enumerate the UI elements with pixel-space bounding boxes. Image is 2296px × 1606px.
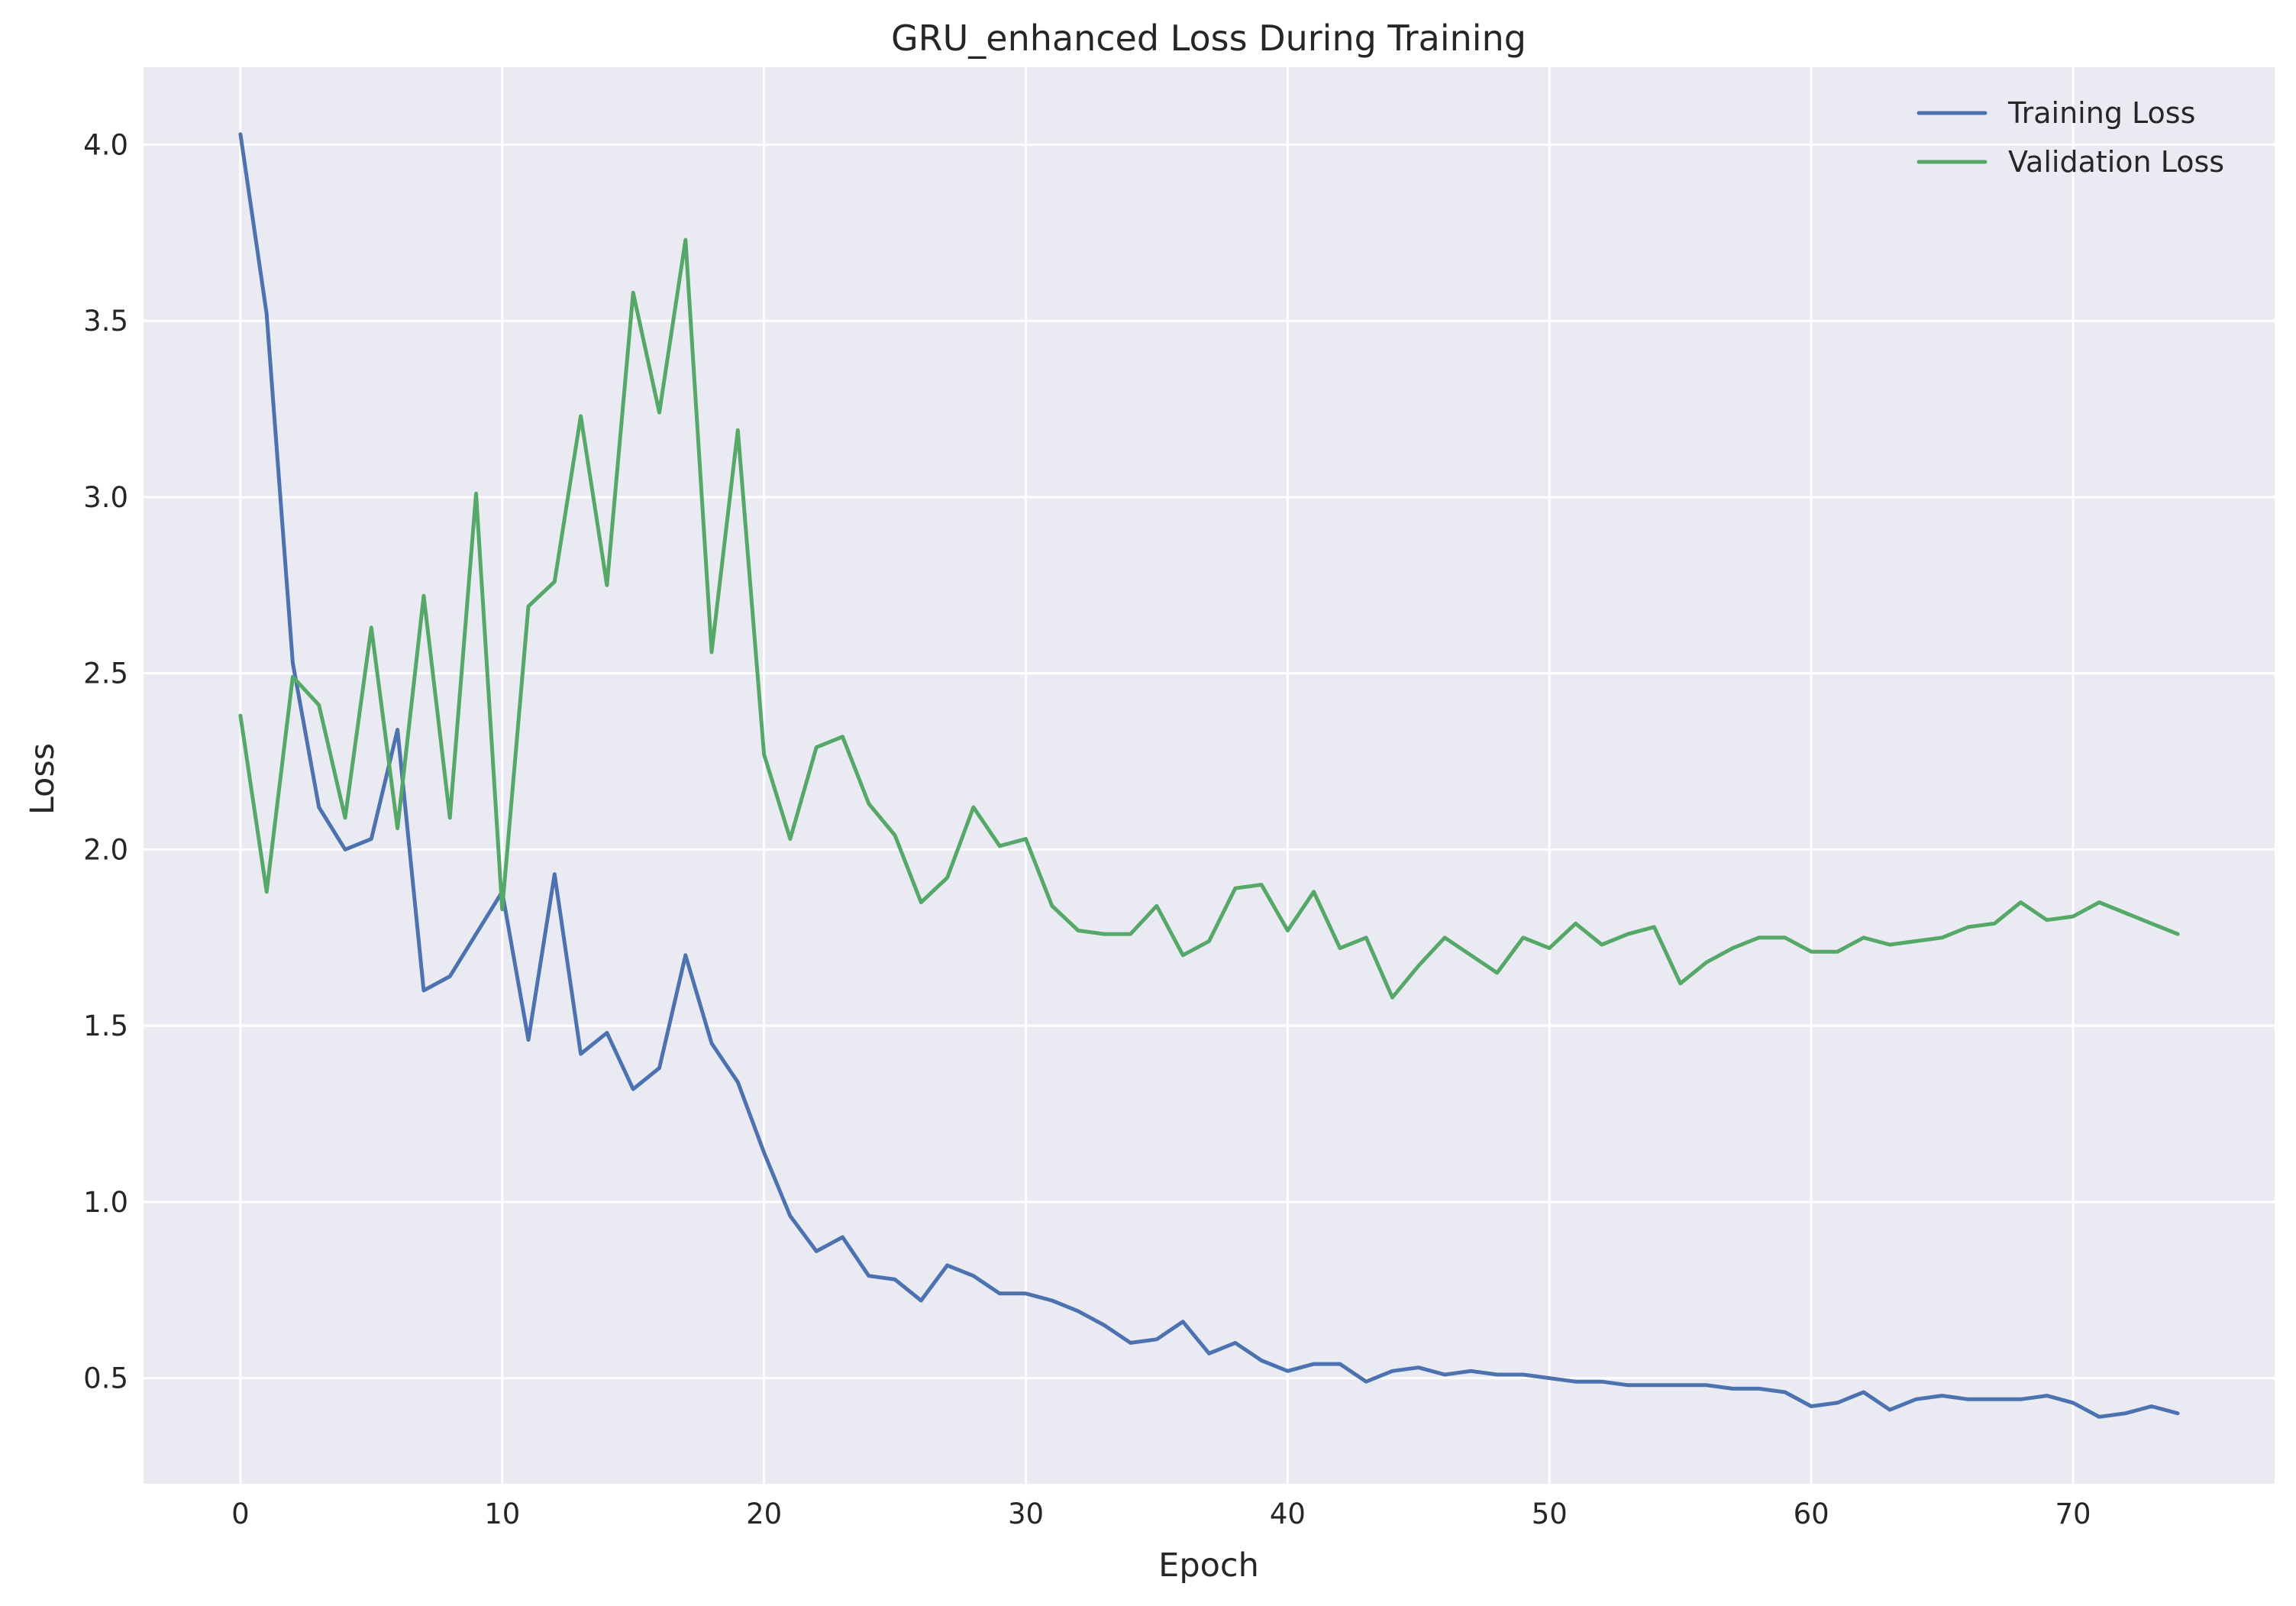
chart-title: GRU_enhanced Loss During Training (891, 18, 1526, 59)
x-tick-label: 30 (1008, 1498, 1044, 1530)
x-tick-label: 70 (2055, 1498, 2091, 1530)
series-line-training-loss (238, 132, 2180, 1419)
y-tick-label: 4.0 (83, 129, 128, 162)
y-tick-label: 3.0 (83, 481, 128, 514)
y-tick-label: 1.5 (83, 1010, 128, 1042)
x-tick-label: 20 (746, 1498, 782, 1530)
series-lines (238, 132, 2180, 1419)
y-axis-title: Loss (24, 743, 62, 815)
tick-labels: 0 10 20 30 40 50 60 70 0.5 1.0 1.5 2.0 2.5 3.0 3.5 4.0 (83, 129, 2091, 1530)
legend-label-validation-loss: Validation Loss (2008, 145, 2224, 179)
y-tick-label: 2.5 (83, 658, 128, 690)
x-tick-label: 40 (1270, 1498, 1306, 1530)
x-tick-label: 60 (1794, 1498, 1829, 1530)
plot-area (144, 67, 2275, 1484)
series-line-validation-loss (238, 238, 2180, 1000)
legend: Training Loss Validation Loss (1917, 96, 2224, 179)
x-tick-label: 50 (1532, 1498, 1568, 1530)
y-tick-label: 3.5 (83, 305, 128, 338)
x-tick-label: 10 (484, 1498, 520, 1530)
legend-label-training-loss: Training Loss (2007, 96, 2195, 130)
y-tick-label: 1.0 (83, 1186, 128, 1219)
y-tick-label: 2.0 (83, 833, 128, 866)
x-axis-title: Epoch (1158, 1546, 1259, 1585)
x-tick-label: 0 (231, 1498, 250, 1530)
y-tick-label: 0.5 (83, 1362, 128, 1395)
